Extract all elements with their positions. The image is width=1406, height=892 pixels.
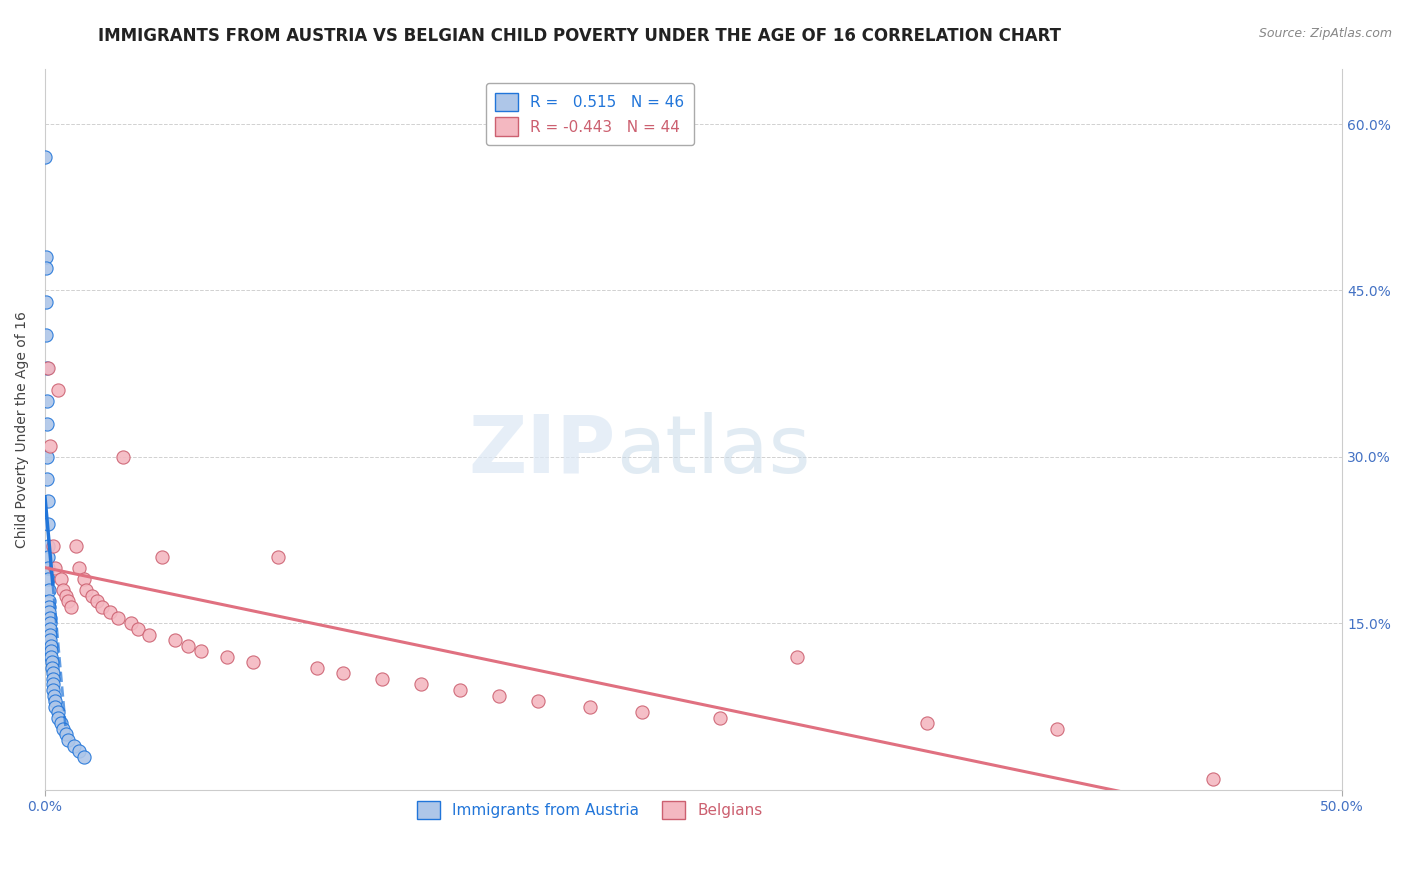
- Point: [52, 722, 75, 736]
- Point: [35, 261, 58, 276]
- Point: [35, 417, 58, 431]
- Point: [37, 494, 59, 508]
- Point: [38, 616, 60, 631]
- Point: [38, 605, 60, 619]
- Point: [59, 599, 82, 614]
- Point: [176, 639, 198, 653]
- Point: [42, 539, 65, 553]
- Point: [37, 361, 59, 376]
- Point: [35, 361, 58, 376]
- Point: [39, 633, 62, 648]
- Point: [37, 516, 59, 531]
- Point: [65, 539, 87, 553]
- Point: [35, 394, 58, 409]
- Point: [527, 694, 550, 708]
- Point: [107, 611, 129, 625]
- Point: [37, 472, 59, 486]
- Legend: Immigrants from Austria, Belgians: Immigrants from Austria, Belgians: [411, 795, 769, 826]
- Point: [163, 633, 186, 648]
- Point: [38, 611, 60, 625]
- Point: [37, 561, 59, 575]
- Point: [86, 594, 108, 608]
- Point: [58, 733, 80, 747]
- Point: [39, 627, 62, 641]
- Point: [38, 594, 60, 608]
- Point: [35, 294, 58, 309]
- Point: [73, 749, 96, 764]
- Point: [38, 599, 60, 614]
- Y-axis label: Child Poverty Under the Age of 16: Child Poverty Under the Age of 16: [15, 310, 30, 548]
- Point: [42, 677, 65, 691]
- Point: [1046, 722, 1069, 736]
- Point: [39, 639, 62, 653]
- Point: [709, 711, 731, 725]
- Point: [332, 666, 354, 681]
- Point: [307, 661, 329, 675]
- Point: [41, 649, 63, 664]
- Point: [37, 572, 59, 586]
- Point: [41, 655, 63, 669]
- Point: [42, 666, 65, 681]
- Point: [62, 739, 84, 753]
- Point: [915, 716, 938, 731]
- Point: [242, 655, 264, 669]
- Point: [42, 672, 65, 686]
- Point: [42, 683, 65, 698]
- Text: atlas: atlas: [616, 412, 810, 490]
- Point: [44, 699, 66, 714]
- Point: [41, 661, 63, 675]
- Point: [34, 150, 56, 164]
- Point: [37, 539, 59, 553]
- Point: [49, 572, 72, 586]
- Point: [67, 561, 90, 575]
- Point: [39, 644, 62, 658]
- Point: [371, 672, 394, 686]
- Point: [44, 694, 66, 708]
- Point: [73, 572, 96, 586]
- Point: [579, 699, 602, 714]
- Point: [786, 649, 808, 664]
- Point: [190, 644, 212, 658]
- Point: [55, 727, 77, 741]
- Text: Source: ZipAtlas.com: Source: ZipAtlas.com: [1258, 27, 1392, 40]
- Point: [39, 439, 62, 453]
- Point: [46, 711, 69, 725]
- Point: [55, 589, 77, 603]
- Text: IMMIGRANTS FROM AUSTRIA VS BELGIAN CHILD POVERTY UNDER THE AGE OF 16 CORRELATION: IMMIGRANTS FROM AUSTRIA VS BELGIAN CHILD…: [98, 27, 1062, 45]
- Point: [52, 583, 75, 598]
- Point: [127, 622, 149, 636]
- Point: [49, 716, 72, 731]
- Point: [111, 450, 134, 464]
- Point: [80, 589, 103, 603]
- Text: ZIP: ZIP: [468, 412, 616, 490]
- Point: [630, 705, 652, 719]
- Point: [38, 583, 60, 598]
- Point: [39, 622, 62, 636]
- Point: [215, 649, 238, 664]
- Point: [1201, 772, 1223, 786]
- Point: [35, 450, 58, 464]
- Point: [411, 677, 433, 691]
- Point: [42, 689, 65, 703]
- Point: [46, 705, 69, 719]
- Point: [44, 561, 66, 575]
- Point: [488, 689, 510, 703]
- Point: [98, 605, 121, 619]
- Point: [58, 594, 80, 608]
- Point: [35, 327, 58, 342]
- Point: [46, 384, 69, 398]
- Point: [150, 549, 173, 564]
- Point: [120, 616, 142, 631]
- Point: [267, 549, 290, 564]
- Point: [449, 683, 471, 698]
- Point: [91, 599, 114, 614]
- Point: [67, 744, 90, 758]
- Point: [37, 549, 59, 564]
- Point: [138, 627, 160, 641]
- Point: [35, 250, 58, 264]
- Point: [76, 583, 98, 598]
